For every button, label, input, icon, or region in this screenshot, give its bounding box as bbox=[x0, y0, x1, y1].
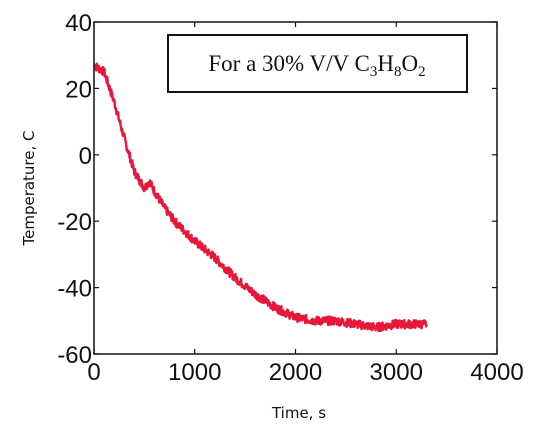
x-axis-label: Time, s bbox=[271, 404, 326, 422]
y-tick-label: -20 bbox=[57, 209, 92, 236]
y-axis-label: Temperature, C bbox=[20, 130, 38, 246]
series-layer bbox=[93, 62, 428, 333]
y-tick-label: 0 bbox=[79, 143, 92, 170]
annotation-o: O bbox=[401, 51, 418, 76]
annotation-frame bbox=[167, 34, 468, 93]
x-tick-label: 1000 bbox=[168, 359, 221, 386]
x-tick-label: 3000 bbox=[370, 359, 423, 386]
annotation-sub-3: 3 bbox=[370, 64, 378, 80]
annotation-h: H bbox=[377, 51, 394, 76]
y-tick-label: -60 bbox=[57, 342, 92, 369]
y-tick-label: 40 bbox=[65, 10, 92, 37]
tick-labels: 0 1000 2000 3000 4000 40 20 0 -20 -40 -60 bbox=[57, 10, 523, 386]
x-tick-label: 4000 bbox=[470, 359, 523, 386]
x-tick-label: 2000 bbox=[269, 359, 322, 386]
y-tick-label: -40 bbox=[57, 276, 92, 303]
annotation-sub-2: 2 bbox=[418, 64, 426, 80]
annotation-box: For a 30% V/V C3H8O2 bbox=[167, 34, 468, 93]
annotation-prefix: For a 30% V/V C bbox=[208, 51, 369, 76]
temperature-series-line bbox=[93, 62, 428, 333]
x-tick-label: 0 bbox=[87, 359, 100, 386]
y-tick-label: 20 bbox=[65, 76, 92, 103]
plot-frame bbox=[93, 21, 498, 355]
annotation-text: For a 30% V/V C3H8O2 bbox=[208, 51, 425, 80]
annotation-sub-8: 8 bbox=[394, 64, 402, 80]
